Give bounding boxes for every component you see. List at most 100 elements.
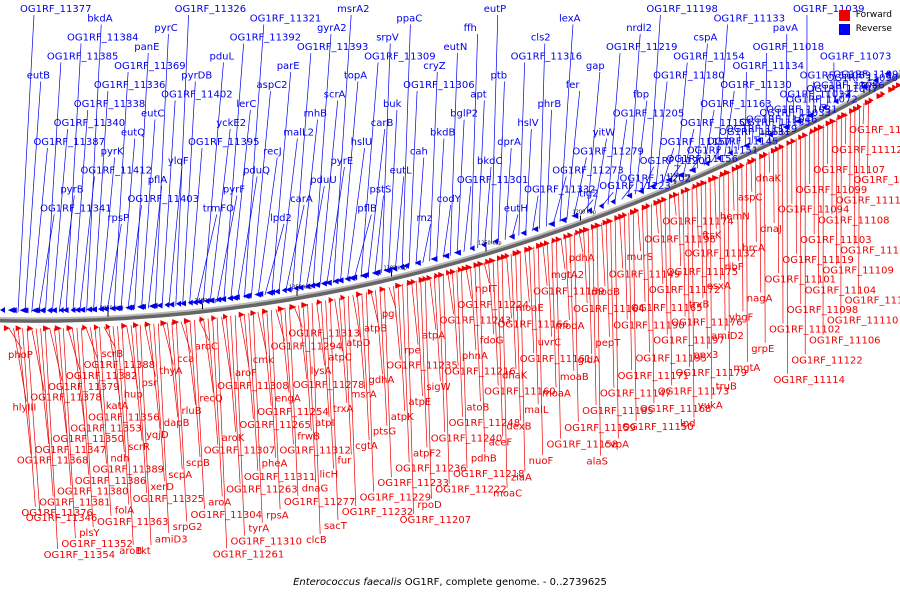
- reverse-gene-arrow: [414, 259, 421, 266]
- reverse-leader-line: [113, 71, 129, 311]
- reverse-gene-label: pduL: [209, 52, 234, 63]
- reverse-gene-label: rnhB: [304, 109, 328, 120]
- reverse-gene-arrow: [78, 306, 86, 313]
- forward-gene-label: licH: [320, 470, 339, 481]
- reverse-gene-arrow: [571, 212, 579, 219]
- forward-leader-line: [85, 327, 98, 360]
- forward-gene-label: OG1RF_11197: [653, 336, 725, 347]
- forward-gene-label: plsY: [79, 528, 100, 539]
- forward-gene-label: OG1RF_11263: [226, 485, 297, 496]
- forward-gene-label: OG1RF_11382: [66, 371, 137, 382]
- reverse-gene-label: gyrA2: [317, 23, 347, 34]
- reverse-leader-line: [106, 223, 122, 311]
- reverse-gene-label: OG1RF_11316: [511, 52, 583, 63]
- forward-gene-arrow: [602, 219, 609, 226]
- forward-leader-line: [361, 293, 370, 441]
- forward-gene-label: OG1RF_11176: [671, 318, 743, 329]
- forward-gene-label: OG1RF_11195: [635, 353, 707, 364]
- reverse-gene-arrow: [782, 124, 790, 131]
- forward-gene-arrow: [328, 296, 334, 303]
- forward-leader-line: [176, 321, 188, 522]
- forward-gene-label: fur: [337, 455, 352, 466]
- reverse-gene-label: yckE2: [216, 118, 246, 129]
- reverse-leader-line: [840, 84, 842, 100]
- reverse-gene-arrow: [676, 172, 684, 179]
- forward-gene-label: OG1RF_11122: [791, 355, 863, 366]
- reverse-leader-line: [257, 157, 278, 296]
- reverse-leader-line: [470, 33, 478, 250]
- forward-leader-line: [112, 326, 125, 453]
- forward-gene-label: OG1RF_11179: [676, 368, 748, 379]
- forward-gene-label: OG1RF_11159: [564, 423, 636, 434]
- reverse-gene-arrow: [70, 306, 76, 313]
- forward-gene-label: atoB: [466, 402, 489, 413]
- reverse-gene-label: OG1RF_11273: [552, 166, 624, 177]
- forward-gene-arrow: [93, 324, 99, 331]
- reverse-gene-label: OG1RF_11395: [188, 137, 259, 148]
- forward-leader-line: [673, 194, 677, 216]
- forward-gene-arrow: [739, 162, 745, 169]
- reverse-swatch: [838, 23, 850, 35]
- forward-gene-arrow: [477, 261, 485, 268]
- forward-gene-label: rpoD: [417, 500, 442, 511]
- reverse-gene-label: fbp: [633, 90, 649, 101]
- forward-gene-label: OG1RF_11224: [457, 300, 529, 311]
- reverse-leader-line: [161, 100, 176, 308]
- forward-gene-label: cmk: [253, 355, 274, 366]
- reverse-gene-label: eutP: [484, 4, 506, 15]
- forward-gene-label: OG1RF_11102: [769, 325, 841, 336]
- reverse-gene-arrow: [293, 285, 299, 292]
- reverse-gene-label: OG1RF_11385: [47, 52, 119, 63]
- reverse-gene-label: yitW: [593, 128, 616, 139]
- reverse-gene-label: topA: [344, 71, 367, 82]
- forward-gene-label: OG1RF_11368: [17, 455, 89, 466]
- reverse-leader-line: [298, 119, 318, 290]
- map-caption: Enterococcus faecalis OG1RF, complete ge…: [0, 577, 900, 588]
- reverse-gene-arrow: [219, 296, 227, 303]
- forward-leader-line: [280, 308, 290, 393]
- forward-leader-line: [696, 184, 699, 248]
- forward-leader-line: [451, 271, 459, 366]
- reverse-leader-line: [415, 157, 425, 265]
- forward-leader-line: [402, 283, 410, 463]
- forward-gene-arrow: [489, 257, 497, 264]
- reverse-gene-arrow: [31, 307, 39, 314]
- forward-gene-label: clcB: [306, 535, 327, 546]
- forward-leader-line: [497, 258, 503, 437]
- reverse-gene-arrow: [136, 303, 144, 310]
- forward-leader-line: [691, 186, 695, 418]
- forward-gene-arrow: [829, 118, 837, 125]
- reverse-gene-arrow: [113, 305, 121, 312]
- forward-gene-label: aceF: [489, 438, 513, 449]
- reverse-gene-arrow: [74, 306, 81, 313]
- forward-gene-arrow: [896, 82, 900, 89]
- forward-gene-label: OG1RF_11120: [845, 295, 900, 306]
- reverse-leader-line: [326, 166, 345, 285]
- reverse-gene-label: OG1RF_11073: [820, 52, 892, 63]
- gene-features: [0, 70, 900, 332]
- reverse-leader-line: [24, 81, 42, 313]
- forward-leader-line: [171, 322, 183, 470]
- reverse-leader-line: [532, 195, 539, 232]
- forward-gene-arrow: [594, 222, 602, 229]
- forward-gene-label: OG1RF_11346: [26, 513, 98, 524]
- forward-gene-label: hup: [124, 390, 143, 401]
- reverse-leader-line: [655, 81, 668, 186]
- forward-gene-label: OG1RF_11277: [284, 497, 356, 508]
- forward-leader-line: [777, 147, 779, 274]
- forward-gene-arrow: [856, 103, 862, 110]
- reverse-gene-label: OG1RF_11039: [793, 4, 865, 15]
- reverse-gene-arrow: [532, 226, 539, 233]
- reverse-gene-arrow: [387, 266, 393, 273]
- reverse-gene-arrow: [58, 307, 64, 314]
- reverse-gene-arrow: [324, 279, 332, 286]
- forward-leader-line: [406, 282, 414, 514]
- reverse-gene-label: OG1RF_11156: [667, 154, 739, 165]
- forward-gene-label: mgtA2: [551, 270, 584, 281]
- reverse-leader-line: [429, 71, 438, 262]
- forward-gene-arrow: [853, 105, 861, 112]
- forward-leader-line: [537, 245, 544, 456]
- reverse-gene-label: hslU: [351, 137, 373, 148]
- forward-leader-line: [293, 306, 303, 328]
- reverse-gene-arrow: [50, 307, 57, 314]
